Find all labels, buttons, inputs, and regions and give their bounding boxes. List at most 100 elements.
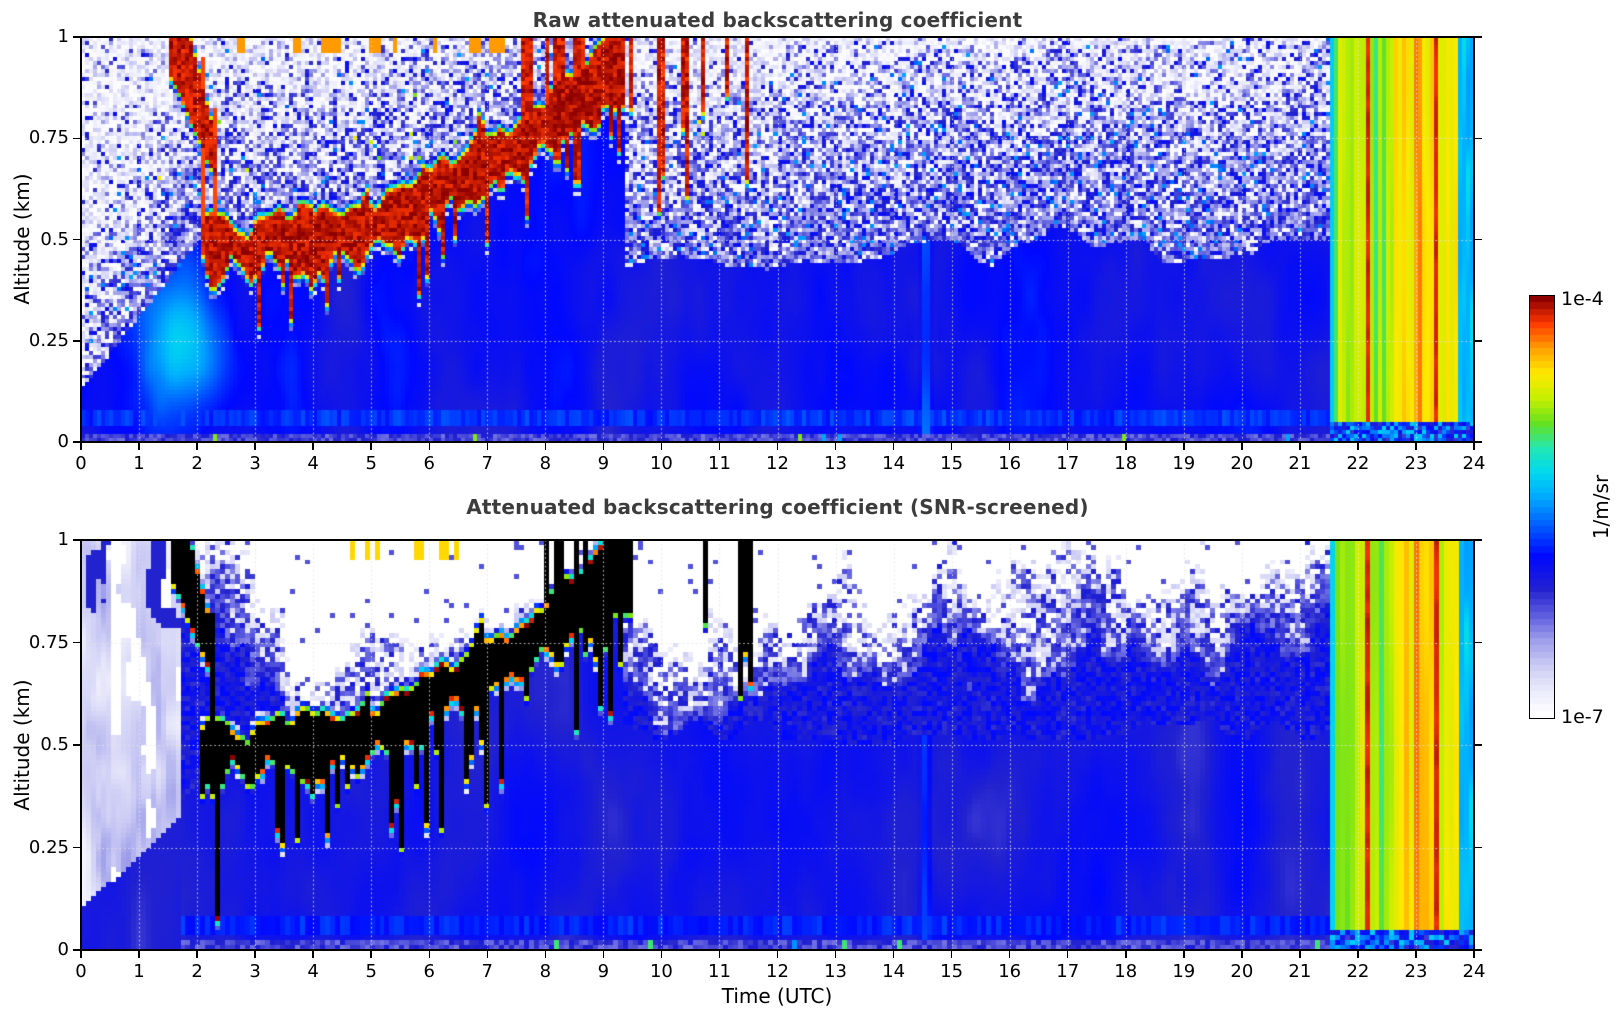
panel2-x-tick-label: 20	[1230, 961, 1254, 982]
panel1-plot-area	[81, 37, 1474, 442]
panel2-y-tick-mark	[73, 744, 80, 746]
panel1-x-tick-mark	[776, 443, 779, 450]
panel2-x-tick-label: 3	[249, 961, 261, 982]
panel2-x-tick-label: 24	[1462, 961, 1486, 982]
panel1-x-tick-label: 20	[1230, 453, 1254, 474]
panel2-title: Attenuated backscattering coefficient (S…	[466, 495, 1089, 519]
panel1-x-tick-label: 8	[539, 453, 552, 474]
panel2-x-tick-mark	[196, 951, 198, 958]
panel2-x-tick-mark	[1241, 951, 1243, 958]
panel1-x-tick-mark	[486, 443, 489, 450]
panel2-x-tick-mark	[1357, 951, 1359, 958]
panel2-x-tick-label: 16	[998, 961, 1022, 982]
colorbar-max-label: 1e-4	[1561, 288, 1604, 310]
panel2-x-tick-mark	[950, 951, 953, 958]
panel1-y-tick-mark-right	[1475, 340, 1482, 342]
panel2-x-tick-label: 4	[307, 961, 319, 982]
panel2-x-tick-label: 15	[940, 961, 964, 982]
panel2-heatmap-canvas	[81, 540, 1474, 950]
panel1-y-tick-mark	[73, 36, 80, 38]
panel1-x-tick-label: 24	[1462, 453, 1486, 474]
panel2-y-tick-label: 0.5	[40, 734, 69, 756]
panel1-x-tick-mark	[196, 443, 198, 450]
panel2-y-tick-mark	[73, 949, 80, 951]
panel2-x-tick-mark	[1183, 951, 1185, 958]
panel1-x-tick-mark	[138, 443, 140, 450]
panel2-x-tick-label: 6	[423, 961, 435, 982]
panel2-x-tick-label: 12	[766, 961, 789, 982]
panel2-y-tick-label: 1	[57, 529, 69, 551]
panel1-y-tick-label: 0.75	[28, 127, 69, 149]
panel2-x-tick-label: 7	[481, 961, 494, 982]
panel1-x-tick-mark	[834, 443, 837, 450]
panel1-y-tick-mark-right	[1475, 36, 1482, 38]
panel1-x-tick-mark	[1357, 443, 1359, 450]
panel1-x-tick-label: 22	[1346, 453, 1370, 474]
panel2-x-tick-mark	[660, 951, 663, 958]
panel1-x-tick-mark	[602, 443, 605, 450]
panel2-x-tick-mark	[602, 951, 605, 958]
panel1-x-tick-label: 11	[708, 453, 731, 474]
panel2-x-tick-mark	[486, 951, 489, 958]
panel2-x-tick-mark	[834, 951, 837, 958]
colorbar	[1530, 296, 1554, 718]
panel2-x-tick-label: 8	[539, 961, 552, 982]
panel2-plot-area	[81, 540, 1474, 950]
panel2-x-tick-mark	[892, 951, 895, 958]
panel2-x-tick-label: 9	[597, 961, 610, 982]
panel1-x-tick-mark	[718, 443, 721, 450]
panel1-x-tick-mark	[254, 443, 256, 450]
panel1-x-tick-label: 3	[249, 453, 261, 474]
panel1-x-tick-mark	[1183, 443, 1185, 450]
panel2-x-tick-mark	[1066, 951, 1069, 958]
panel2-x-tick-label: 22	[1346, 961, 1370, 982]
panel1-x-tick-label: 2	[191, 453, 203, 474]
panel2-y-tick-mark	[73, 539, 80, 541]
panel1-y-tick-mark	[73, 441, 80, 443]
panel2-x-tick-mark	[428, 951, 430, 958]
panel1-y-tick-label: 0.25	[28, 329, 69, 351]
panel1-x-tick-mark	[80, 443, 82, 450]
panel2-y-tick-mark-right	[1475, 846, 1482, 849]
panel2-x-tick-mark	[312, 951, 314, 958]
panel1-x-tick-label: 9	[597, 453, 610, 474]
panel2-y-tick-mark-right	[1475, 641, 1482, 644]
panel1-x-tick-label: 23	[1404, 453, 1428, 474]
panel2-y-tick-mark-right	[1475, 744, 1482, 746]
panel2-x-tick-mark	[544, 951, 547, 958]
panel1-y-tick-mark	[73, 137, 80, 139]
panel1-x-tick-mark	[1241, 443, 1243, 450]
panel2-x-tick-label: 23	[1404, 961, 1428, 982]
panel2-x-tick-mark	[1125, 951, 1127, 958]
panel1-x-tick-label: 7	[481, 453, 494, 474]
panel2-x-tick-label: 2	[191, 961, 203, 982]
panel2-x-tick-mark	[1415, 951, 1417, 958]
panel1-x-tick-label: 15	[940, 453, 964, 474]
panel2-x-tick-label: 21	[1288, 961, 1312, 982]
panel1-x-tick-label: 5	[365, 453, 377, 474]
panel1-x-tick-label: 0	[75, 453, 87, 474]
panel1-x-tick-label: 4	[307, 453, 319, 474]
x-axis-label: Time (UTC)	[721, 984, 833, 1008]
panel2-y-tick-label: 0.75	[28, 631, 69, 653]
panel1-x-tick-label: 21	[1288, 453, 1312, 474]
panel1-x-tick-mark	[428, 443, 430, 450]
panel1-x-tick-mark	[660, 443, 663, 450]
panel1-title: Raw attenuated backscattering coefficien…	[532, 8, 1023, 32]
panel2-x-tick-mark	[776, 951, 779, 958]
panel1-x-tick-mark	[1473, 443, 1475, 450]
panel1-y-tick-label: 0.5	[40, 228, 69, 250]
panel1-x-tick-mark	[544, 443, 547, 450]
panel1-x-tick-label: 16	[998, 453, 1022, 474]
panel1-y-tick-mark	[73, 238, 80, 241]
panel2-x-tick-mark	[370, 951, 372, 958]
colorbar-unit-label: 1/m/sr	[1589, 474, 1613, 540]
panel2-x-tick-label: 13	[824, 961, 847, 982]
panel1-x-tick-mark	[1299, 443, 1301, 450]
panel2-x-tick-label: 14	[882, 961, 906, 982]
panel1-y-tick-label: 0	[57, 431, 69, 453]
panel1-x-tick-mark	[892, 443, 895, 450]
panel2-y-tick-mark	[73, 846, 80, 849]
panel1-x-tick-label: 19	[1172, 453, 1196, 474]
